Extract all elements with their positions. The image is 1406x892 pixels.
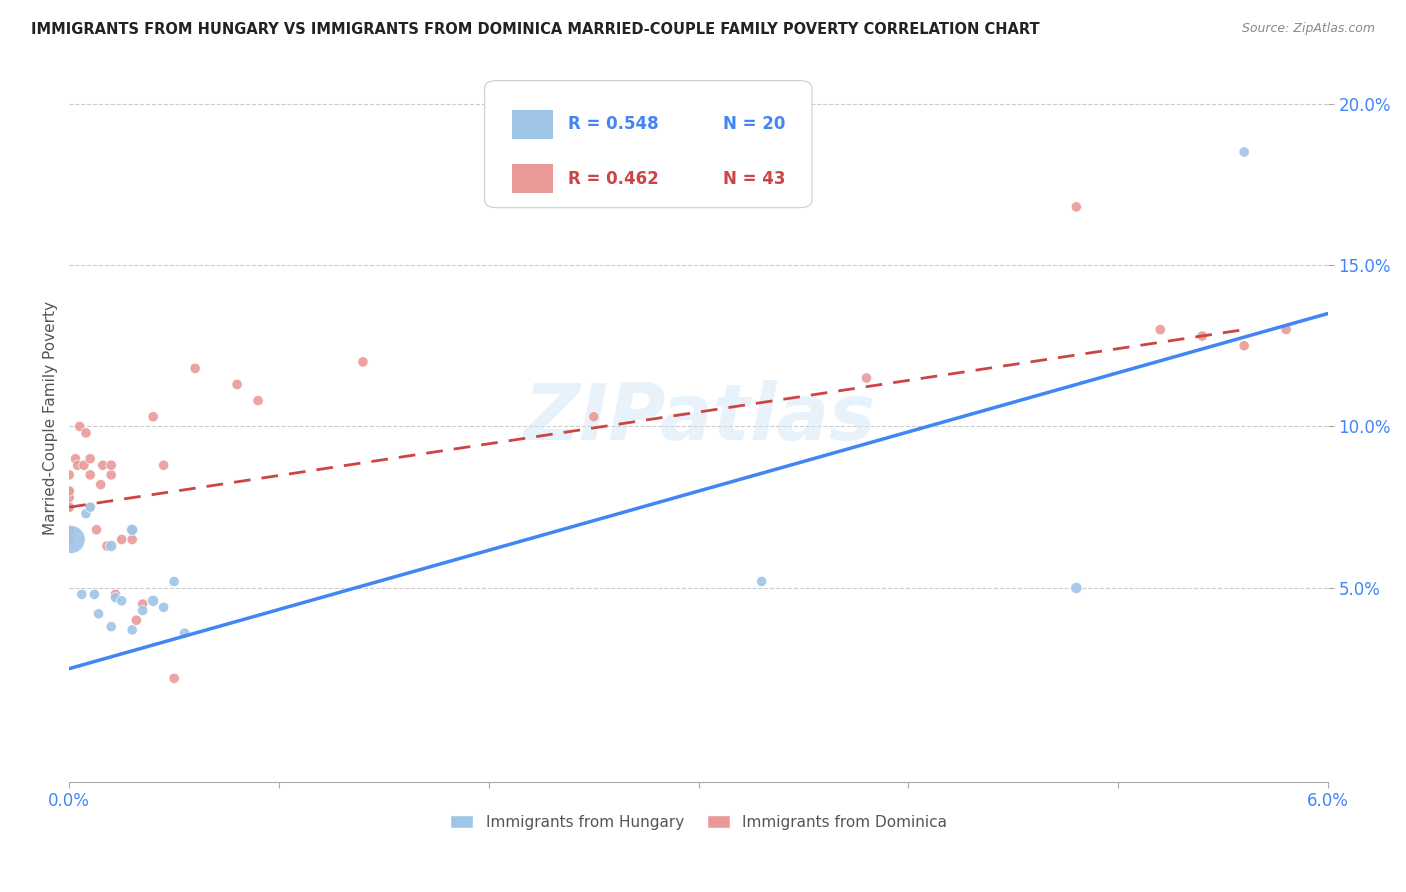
Point bbox=[75, 425, 97, 440]
Point bbox=[1191, 329, 1213, 343]
Point bbox=[58, 484, 80, 499]
Point bbox=[226, 377, 249, 392]
Point bbox=[100, 539, 122, 553]
Point bbox=[79, 500, 101, 515]
Point bbox=[1149, 323, 1171, 337]
Point bbox=[58, 500, 80, 515]
Point bbox=[163, 574, 186, 589]
Text: N = 20: N = 20 bbox=[723, 115, 785, 133]
Point bbox=[58, 491, 80, 505]
Point bbox=[58, 467, 80, 482]
Point bbox=[58, 523, 80, 537]
Point bbox=[152, 600, 174, 615]
Point bbox=[121, 523, 143, 537]
Point bbox=[58, 533, 80, 547]
Point bbox=[125, 613, 148, 627]
Point bbox=[131, 603, 153, 617]
Point bbox=[352, 355, 374, 369]
Text: N = 43: N = 43 bbox=[723, 169, 785, 187]
Y-axis label: Married-Couple Family Poverty: Married-Couple Family Poverty bbox=[44, 301, 58, 535]
Point bbox=[58, 484, 80, 499]
Point bbox=[70, 587, 93, 601]
Point bbox=[751, 574, 773, 589]
FancyBboxPatch shape bbox=[512, 164, 553, 194]
Text: R = 0.462: R = 0.462 bbox=[568, 169, 658, 187]
Point bbox=[1233, 145, 1256, 159]
Point bbox=[173, 626, 195, 640]
Point bbox=[855, 371, 877, 385]
Point bbox=[79, 500, 101, 515]
Point bbox=[582, 409, 605, 424]
Point bbox=[100, 620, 122, 634]
Point bbox=[1066, 581, 1088, 595]
Point bbox=[69, 419, 91, 434]
Point bbox=[131, 597, 153, 611]
Text: ZIPatlas: ZIPatlas bbox=[523, 380, 875, 457]
Text: R = 0.548: R = 0.548 bbox=[568, 115, 658, 133]
Point bbox=[75, 507, 97, 521]
Point bbox=[79, 467, 101, 482]
Point bbox=[100, 467, 122, 482]
Point bbox=[121, 623, 143, 637]
Point bbox=[73, 458, 96, 473]
Point bbox=[86, 523, 108, 537]
Point bbox=[152, 458, 174, 473]
Point bbox=[1066, 200, 1088, 214]
Text: Source: ZipAtlas.com: Source: ZipAtlas.com bbox=[1241, 22, 1375, 36]
Point bbox=[1275, 323, 1298, 337]
Point bbox=[100, 458, 122, 473]
Point bbox=[91, 458, 114, 473]
Text: IMMIGRANTS FROM HUNGARY VS IMMIGRANTS FROM DOMINICA MARRIED-COUPLE FAMILY POVERT: IMMIGRANTS FROM HUNGARY VS IMMIGRANTS FR… bbox=[31, 22, 1039, 37]
Point bbox=[60, 533, 83, 547]
Legend: Immigrants from Hungary, Immigrants from Dominica: Immigrants from Hungary, Immigrants from… bbox=[444, 808, 953, 836]
Point bbox=[90, 477, 112, 491]
Point bbox=[104, 587, 127, 601]
Point bbox=[65, 451, 87, 466]
Point bbox=[96, 539, 118, 553]
Point bbox=[79, 451, 101, 466]
Point bbox=[87, 607, 110, 621]
Point bbox=[163, 671, 186, 685]
Point bbox=[184, 361, 207, 376]
Point bbox=[121, 533, 143, 547]
Point bbox=[104, 591, 127, 605]
FancyBboxPatch shape bbox=[512, 110, 553, 138]
Point bbox=[58, 484, 80, 499]
Point bbox=[83, 587, 105, 601]
Point bbox=[142, 594, 165, 608]
FancyBboxPatch shape bbox=[485, 80, 811, 208]
Point bbox=[247, 393, 270, 408]
Point bbox=[111, 533, 134, 547]
Point bbox=[1233, 339, 1256, 353]
Point bbox=[121, 523, 143, 537]
Point bbox=[142, 409, 165, 424]
Point bbox=[66, 458, 89, 473]
Point bbox=[111, 594, 134, 608]
Point bbox=[58, 500, 80, 515]
